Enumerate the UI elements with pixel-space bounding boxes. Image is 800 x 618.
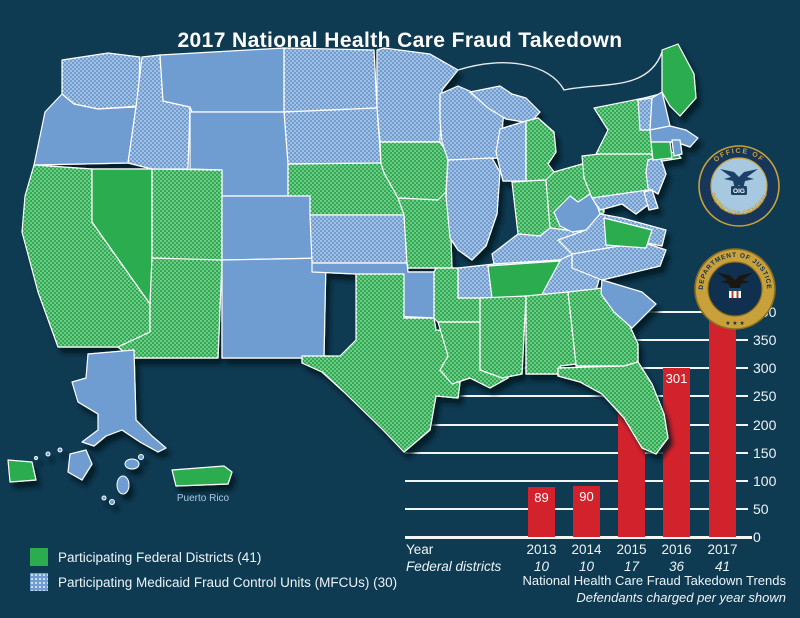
state-north-dakota bbox=[283, 47, 378, 113]
bar-2013: 89 bbox=[528, 486, 555, 537]
state-new-jersey bbox=[645, 155, 667, 195]
state-illinois bbox=[445, 157, 501, 261]
state-alaska bbox=[71, 349, 167, 453]
ytick-label-0: 0 bbox=[753, 529, 761, 545]
ytick-label-200: 200 bbox=[753, 416, 777, 433]
bar-value-2016: 301 bbox=[665, 370, 688, 386]
hawaii-island bbox=[109, 499, 115, 505]
state-michigan-east bbox=[525, 117, 557, 182]
state-rhode-island bbox=[671, 139, 683, 157]
doj-ring-stars: ★ ★ ★ bbox=[725, 320, 744, 327]
chart-caption-subtitle: Defendants charged per year shown bbox=[576, 590, 786, 605]
state-minnesota bbox=[376, 47, 459, 143]
state-washington bbox=[61, 52, 141, 110]
district-count-2017: 41 bbox=[714, 559, 731, 574]
state-virginia-eastern bbox=[603, 217, 653, 249]
year-label-2015: 2015 bbox=[616, 542, 647, 557]
bar-2016: 301 bbox=[663, 367, 690, 537]
page-title: 2017 National Health Care Fraud Takedown bbox=[177, 29, 623, 52]
ytick-label-250: 250 bbox=[753, 388, 777, 405]
alaska-aleutian-island bbox=[34, 456, 38, 460]
ytick-label-50: 50 bbox=[753, 500, 769, 517]
canada-border-line bbox=[457, 51, 663, 91]
gridline-150 bbox=[405, 451, 748, 454]
district-count-2013: 10 bbox=[533, 559, 550, 574]
puerto-rico bbox=[171, 465, 233, 487]
state-michigan-west bbox=[495, 120, 527, 182]
state-west-virginia bbox=[553, 193, 601, 233]
state-maine bbox=[661, 43, 697, 117]
island-territory-blue bbox=[67, 449, 93, 481]
year-label-2017: 2017 bbox=[707, 542, 738, 557]
state-south-carolina bbox=[600, 279, 657, 329]
alaska-aleutian-island bbox=[57, 447, 63, 453]
hawaii-island bbox=[138, 454, 144, 460]
ytick-label-350: 350 bbox=[753, 332, 777, 349]
federal-districts-label: Participating Federal Districts (41) bbox=[58, 549, 262, 565]
legend-item-mfcu: Participating Medicaid Fraud Control Uni… bbox=[30, 573, 397, 591]
ytick-label-150: 150 bbox=[753, 444, 777, 461]
state-florida bbox=[557, 361, 669, 455]
state-alabama bbox=[525, 291, 577, 375]
hawaii-island bbox=[124, 458, 140, 470]
year-label-2013: 2013 bbox=[526, 542, 557, 557]
ytick-label-300: 300 bbox=[753, 360, 777, 377]
year-label-2016: 2016 bbox=[661, 542, 692, 557]
gridline-250 bbox=[405, 395, 748, 398]
year-label-2014: 2014 bbox=[571, 542, 602, 557]
bar-value-2013: 89 bbox=[534, 489, 549, 505]
alaska-aleutian-island bbox=[45, 451, 51, 457]
oig-seal: OFFICE OF INSPECTOR GENERAL OIG bbox=[698, 145, 780, 227]
hawaii-island bbox=[101, 495, 107, 501]
mfcu-label: Participating Medicaid Fraud Control Uni… bbox=[58, 574, 398, 590]
gridline-100 bbox=[405, 479, 748, 482]
oig-monogram: OIG bbox=[733, 188, 745, 195]
state-mississippi bbox=[479, 295, 527, 379]
state-montana bbox=[159, 47, 285, 113]
bar-2014: 90 bbox=[573, 486, 600, 537]
puerto-rico-label: Puerto Rico bbox=[176, 493, 230, 504]
state-michigan-up bbox=[469, 85, 541, 124]
district-count-2016: 36 bbox=[668, 559, 685, 574]
map-legend: Participating Federal Districts (41) Par… bbox=[30, 548, 397, 598]
chart-captions: National Health Care Fraud Takedown Tren… bbox=[522, 572, 786, 606]
doj-seal: DEPARTMENT OF JUSTICE ★ ★ ★ bbox=[694, 248, 776, 330]
district-count-2015: 17 bbox=[623, 559, 640, 574]
state-kansas bbox=[309, 214, 408, 264]
island-territory-green bbox=[7, 459, 37, 483]
gridline-0 bbox=[405, 535, 752, 539]
state-connecticut bbox=[650, 141, 673, 161]
oig-eagle-icon bbox=[720, 169, 758, 189]
state-south-dakota bbox=[283, 107, 382, 165]
ytick-label-100: 100 bbox=[753, 472, 777, 489]
state-maryland bbox=[591, 189, 653, 215]
doj-shield-icon bbox=[729, 288, 741, 298]
legend-item-federal-districts: Participating Federal Districts (41) bbox=[30, 548, 397, 566]
districts-row-label: Federal districts bbox=[406, 559, 502, 574]
district-count-2014: 10 bbox=[578, 559, 595, 574]
state-delaware bbox=[643, 189, 659, 211]
state-new-mexico bbox=[221, 257, 327, 359]
bar-value-2014: 90 bbox=[579, 489, 594, 505]
gridline-200 bbox=[405, 423, 748, 426]
doj-eagle-icon bbox=[716, 272, 754, 292]
hawaii-island bbox=[116, 475, 130, 495]
mfcu-swatch-icon bbox=[30, 573, 48, 591]
federal-districts-swatch-icon bbox=[30, 548, 48, 566]
chart-caption-title: National Health Care Fraud Takedown Tren… bbox=[522, 573, 786, 588]
state-indiana bbox=[511, 179, 551, 237]
state-utah bbox=[151, 168, 223, 261]
year-row-label: Year bbox=[406, 542, 434, 557]
